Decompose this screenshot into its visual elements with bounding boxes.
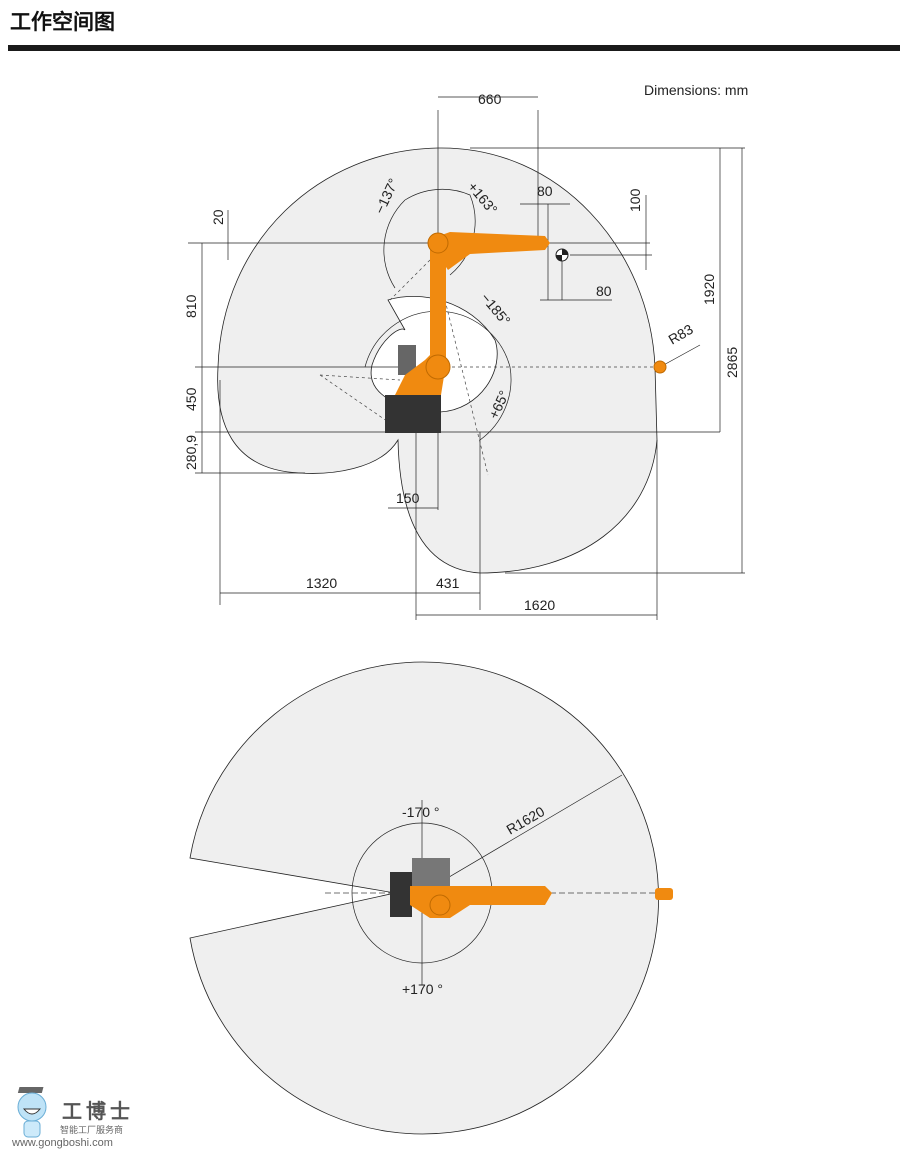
dim-431: 431 <box>436 575 460 591</box>
robot-top <box>390 858 673 918</box>
angle-minus-170: -170 ° <box>402 804 440 820</box>
dim-r83: R83 <box>666 321 696 348</box>
dim-450: 450 <box>183 387 199 411</box>
top-view: -170 ° +170 ° R1620 <box>189 661 673 1135</box>
units-label: Dimensions: mm <box>644 82 748 98</box>
dim-80-top: 80 <box>537 183 553 199</box>
title-rule <box>8 45 900 51</box>
watermark-name: 工博士 <box>62 1099 134 1123</box>
side-view: Dimensions: mm 660 80 80 100 20 810 450 … <box>183 82 748 620</box>
dim-810: 810 <box>183 294 199 318</box>
dim-1920: 1920 <box>701 274 717 305</box>
robot-side <box>385 232 667 433</box>
dim-280-9: 280,9 <box>183 435 199 470</box>
page-title: 工作空间图 <box>10 10 115 34</box>
dim-150: 150 <box>396 490 420 506</box>
dim-1620: 1620 <box>524 597 555 613</box>
watermark-logo: 工博士 智能工厂服务商 www.gongboshi.com <box>12 1085 192 1160</box>
dim-2865: 2865 <box>724 347 740 378</box>
dim-660: 660 <box>478 91 502 107</box>
dim-20: 20 <box>210 209 226 225</box>
angle-plus-170: +170 ° <box>402 981 443 997</box>
dim-80-right: 80 <box>596 283 612 299</box>
mascot-icon <box>17 1087 47 1138</box>
watermark-tagline: 智能工厂服务商 <box>60 1125 124 1135</box>
dim-100: 100 <box>627 188 643 212</box>
dim-1320: 1320 <box>306 575 337 591</box>
watermark-url: www.gongboshi.com <box>12 1137 113 1149</box>
